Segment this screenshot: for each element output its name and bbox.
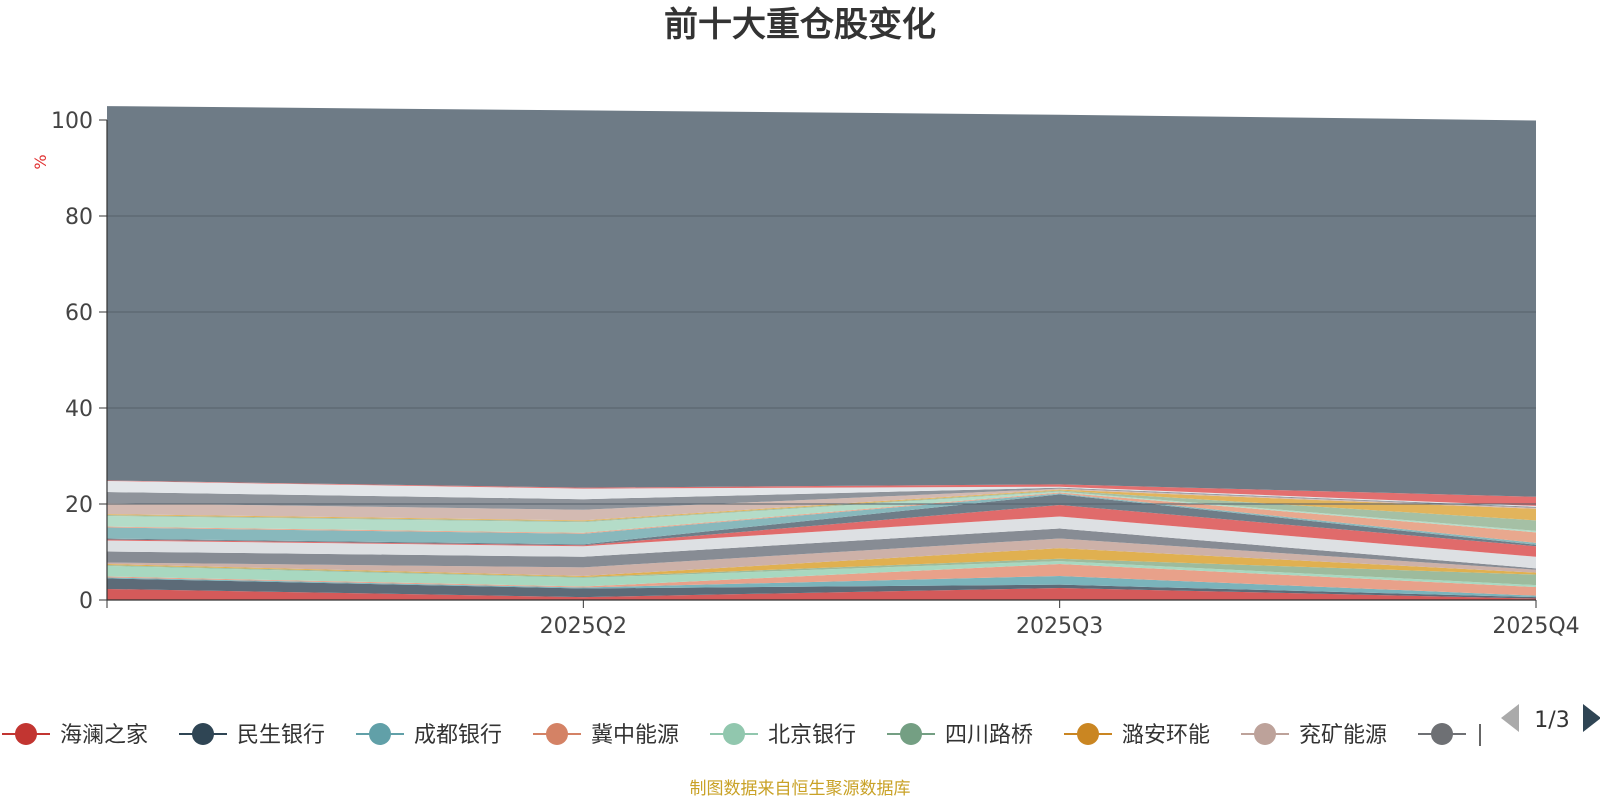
y-tick-label: 20: [65, 493, 93, 518]
legend-label: 冀中能源: [591, 723, 679, 748]
legend-label: 成都银行: [414, 723, 502, 748]
legend-page-indicator: 1/3: [1534, 708, 1569, 733]
legend-marker: [1431, 723, 1453, 745]
area-series-21: [107, 480, 1536, 506]
area-series-15: [107, 491, 1536, 533]
y-tick-label: 80: [65, 205, 93, 230]
legend-item[interactable]: 冀中能源: [533, 723, 679, 748]
area-series-6: [107, 558, 1536, 586]
y-tick-label: 40: [65, 397, 93, 422]
legend-label: 民生银行: [237, 723, 325, 748]
chart-title: 前十大重仓股变化: [664, 5, 936, 45]
grid-lines: [107, 215, 1536, 505]
legend-label: 潞安环能: [1122, 723, 1210, 748]
area-series-2: [107, 578, 1536, 599]
area-series-14: [107, 492, 1536, 543]
legend-marker: [1077, 723, 1099, 745]
area-series-9: [107, 528, 1536, 570]
y-tick-label: 100: [51, 109, 93, 134]
area-series-4: [107, 564, 1536, 596]
area-series-13: [107, 493, 1536, 545]
legend-marker: [15, 723, 37, 745]
triangle-right-icon[interactable]: [1583, 704, 1600, 732]
area-series-3: [107, 576, 1536, 598]
area-series-16: [107, 490, 1536, 531]
legend-item[interactable]: 成都银行: [356, 723, 502, 748]
y-tick-label: 60: [65, 301, 93, 326]
legend-marker: [192, 723, 214, 745]
x-tick-label: 2025Q2: [540, 614, 627, 639]
area-series-20: [107, 480, 1536, 507]
y-axis-unit: %: [31, 154, 50, 169]
area-series-22: [107, 106, 1536, 497]
area-series-1: [107, 588, 1536, 600]
legend-item[interactable]: 潞安环能: [1064, 723, 1210, 748]
legend-item[interactable]: 北京银行: [710, 723, 856, 748]
legend-label: 海澜之家: [60, 723, 148, 748]
legend-cutoff-glyph: [1479, 724, 1481, 746]
legend-label: 兖矿能源: [1299, 723, 1387, 748]
legend-item[interactable]: 四川路桥: [887, 723, 1033, 748]
legend-label: 北京银行: [768, 723, 856, 748]
axes: 0 20 40 60 80 100 2025Q2 2025Q3 2025Q4: [51, 109, 1580, 639]
legend-marker: [369, 723, 391, 745]
area-series-11: [107, 504, 1536, 557]
legend-item[interactable]: 兖矿能源: [1241, 723, 1387, 748]
area-series-12: [107, 494, 1536, 547]
area-series-7: [107, 548, 1536, 577]
triangle-left-icon[interactable]: [1501, 704, 1519, 732]
area-series-10: [107, 516, 1536, 569]
legend-item[interactable]: [1418, 723, 1466, 745]
legend-marker: [723, 723, 745, 745]
legend-marker: [1254, 723, 1276, 745]
data-source-footer: 制图数据来自恒生聚源数据库: [690, 779, 911, 799]
area-series-5: [107, 561, 1536, 588]
y-tick-label: 0: [79, 589, 93, 614]
legend-marker: [900, 723, 922, 745]
legend-pager: 1/3: [1501, 704, 1600, 733]
legend-item[interactable]: 海澜之家: [2, 723, 148, 748]
legend-item[interactable]: 民生银行: [179, 723, 325, 748]
area-series-8: [107, 538, 1536, 576]
area-series-17: [107, 489, 1536, 522]
x-tick-label: 2025Q4: [1492, 614, 1579, 639]
x-tick-label: 2025Q3: [1016, 614, 1103, 639]
plot-areas: [107, 106, 1536, 600]
legend-marker: [546, 723, 568, 745]
legend-label: 四川路桥: [945, 723, 1033, 748]
legend: 海澜之家 民生银行 成都银行 冀中能源 北京银行 四川路桥 潞安环能 兖矿能源: [2, 723, 1481, 748]
